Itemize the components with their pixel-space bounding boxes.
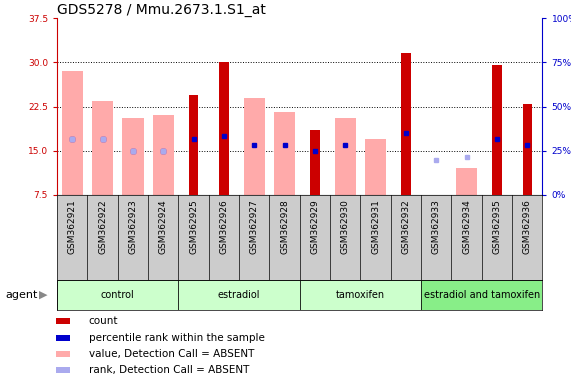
Text: GSM362931: GSM362931 [371,199,380,254]
Bar [522,104,532,195]
Text: percentile rank within the sample: percentile rank within the sample [89,333,264,343]
Text: GSM362933: GSM362933 [432,199,441,254]
Bar [56,318,70,324]
Text: GSM362930: GSM362930 [341,199,350,254]
Text: estradiol and tamoxifen: estradiol and tamoxifen [424,290,540,300]
Text: GSM362928: GSM362928 [280,199,289,254]
Text: rank, Detection Call = ABSENT: rank, Detection Call = ABSENT [89,365,249,375]
Text: GSM362936: GSM362936 [523,199,532,254]
Bar [492,65,502,195]
Bar [56,351,70,357]
Bar [92,101,113,195]
Text: GSM362926: GSM362926 [219,199,228,254]
Text: GSM362922: GSM362922 [98,199,107,254]
Text: GSM362932: GSM362932 [401,199,411,254]
FancyBboxPatch shape [57,280,178,310]
FancyBboxPatch shape [300,280,421,310]
Bar [56,367,70,373]
Bar [62,71,83,195]
Bar [244,98,265,195]
Text: GSM362921: GSM362921 [68,199,77,254]
FancyBboxPatch shape [178,280,300,310]
Text: GDS5278 / Mmu.2673.1.S1_at: GDS5278 / Mmu.2673.1.S1_at [57,3,266,17]
Bar [310,130,320,195]
Text: GSM362927: GSM362927 [250,199,259,254]
Bar [189,95,198,195]
Bar [365,139,386,195]
Text: GSM362929: GSM362929 [311,199,319,254]
Bar [152,115,174,195]
Bar [456,169,477,195]
Bar [56,335,70,341]
Text: ▶: ▶ [39,290,47,300]
Text: control: control [101,290,135,300]
Text: value, Detection Call = ABSENT: value, Detection Call = ABSENT [89,349,254,359]
Bar [335,118,356,195]
Bar [122,118,143,195]
Bar [274,113,295,195]
Bar [219,62,229,195]
Text: GSM362934: GSM362934 [462,199,471,254]
Bar [401,53,411,195]
Text: GSM362924: GSM362924 [159,199,168,254]
Text: GSM362925: GSM362925 [189,199,198,254]
Text: GSM362923: GSM362923 [128,199,138,254]
Text: count: count [89,316,118,326]
FancyBboxPatch shape [421,280,542,310]
Text: agent: agent [6,290,38,300]
Text: tamoxifen: tamoxifen [336,290,385,300]
Text: GSM362935: GSM362935 [492,199,501,254]
Text: estradiol: estradiol [218,290,260,300]
